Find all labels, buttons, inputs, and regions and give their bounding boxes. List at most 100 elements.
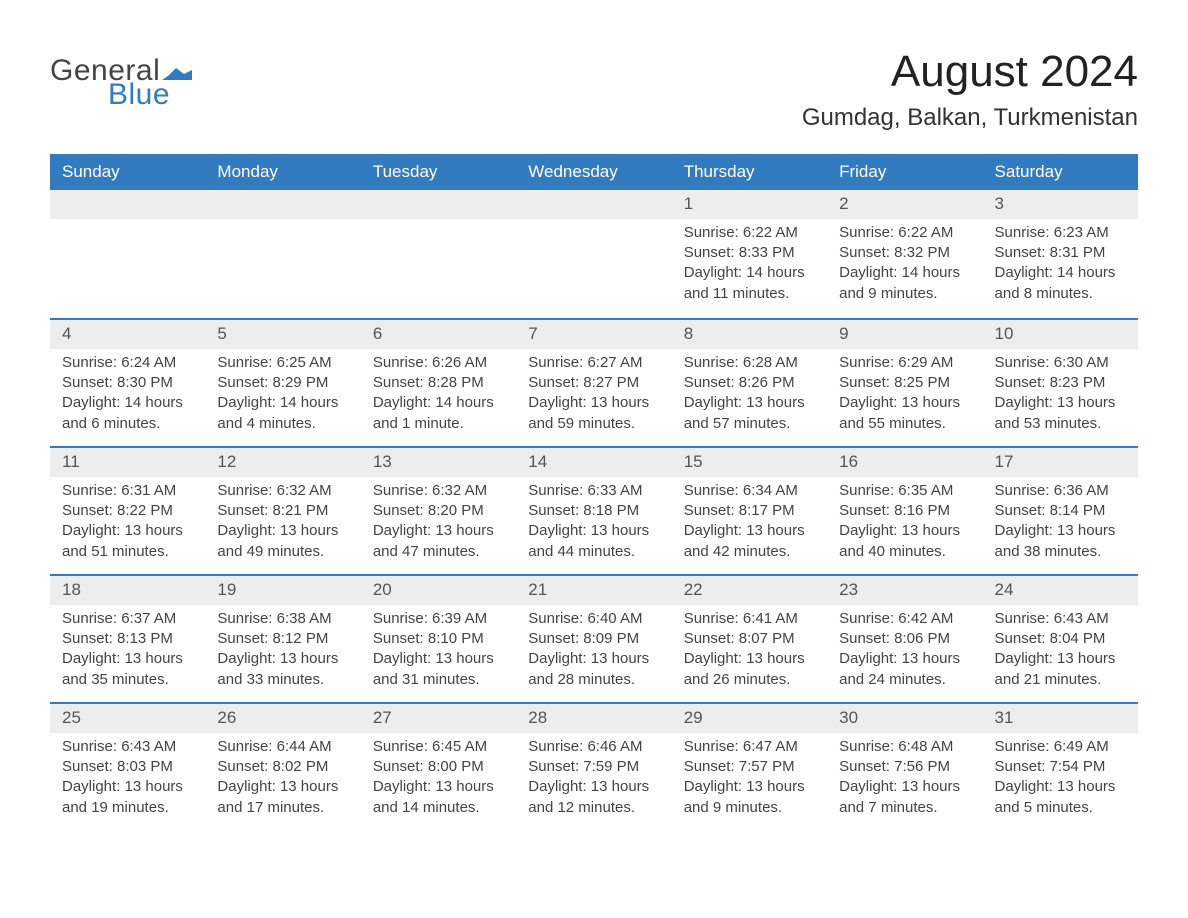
- day-details: Sunrise: 6:44 AMSunset: 8:02 PMDaylight:…: [217, 737, 350, 818]
- day-number: [50, 190, 205, 219]
- day-day1: Daylight: 13 hours: [839, 393, 972, 413]
- day-day2: and 5 minutes.: [995, 798, 1128, 818]
- day-sunset: Sunset: 8:03 PM: [62, 757, 195, 777]
- day-sunset: Sunset: 8:23 PM: [995, 373, 1128, 393]
- day-details: Sunrise: 6:22 AMSunset: 8:33 PMDaylight:…: [684, 223, 817, 304]
- day-number: 5: [205, 320, 360, 349]
- day-sunrise: Sunrise: 6:45 AM: [373, 737, 506, 757]
- day-sunset: Sunset: 8:09 PM: [528, 629, 661, 649]
- day-sunset: Sunset: 8:27 PM: [528, 373, 661, 393]
- day-sunrise: Sunrise: 6:26 AM: [373, 353, 506, 373]
- day-day2: and 38 minutes.: [995, 542, 1128, 562]
- day-day1: Daylight: 13 hours: [839, 521, 972, 541]
- day-details: Sunrise: 6:35 AMSunset: 8:16 PMDaylight:…: [839, 481, 972, 562]
- day-day1: Daylight: 13 hours: [995, 393, 1128, 413]
- day-day1: Daylight: 13 hours: [684, 521, 817, 541]
- day-details: Sunrise: 6:24 AMSunset: 8:30 PMDaylight:…: [62, 353, 195, 434]
- day-number: [205, 190, 360, 219]
- day-number: 25: [50, 704, 205, 733]
- day-cell: 18Sunrise: 6:37 AMSunset: 8:13 PMDayligh…: [50, 576, 205, 702]
- day-details: Sunrise: 6:29 AMSunset: 8:25 PMDaylight:…: [839, 353, 972, 434]
- day-sunset: Sunset: 8:21 PM: [217, 501, 350, 521]
- day-sunset: Sunset: 8:07 PM: [684, 629, 817, 649]
- day-cell: 15 Sunrise: 6:34 AMSunset: 8:17 PMDayligh…: [672, 448, 827, 574]
- day-cell: 12 Sunrise: 6:32 AMSunset: 8:21 PMDayligh…: [205, 448, 360, 574]
- day-day1: Daylight: 13 hours: [217, 649, 350, 669]
- day-day2: and 51 minutes.: [62, 542, 195, 562]
- day-cell: 19Sunrise: 6:38 AMSunset: 8:12 PMDayligh…: [205, 576, 360, 702]
- weekday-header: Monday: [205, 154, 360, 190]
- day-cell: 21Sunrise: 6:40 AMSunset: 8:09 PMDayligh…: [516, 576, 671, 702]
- week-row: 4 Sunrise: 6:24 AMSunset: 8:30 PMDaylight…: [50, 318, 1138, 446]
- day-details: Sunrise: 6:25 AMSunset: 8:29 PMDaylight:…: [217, 353, 350, 434]
- day-sunset: Sunset: 7:59 PM: [528, 757, 661, 777]
- day-sunset: Sunset: 7:56 PM: [839, 757, 972, 777]
- day-sunrise: Sunrise: 6:29 AM: [839, 353, 972, 373]
- day-number: 15: [672, 448, 827, 477]
- day-day2: and 55 minutes.: [839, 414, 972, 434]
- day-number: 8: [672, 320, 827, 349]
- day-day2: and 53 minutes.: [995, 414, 1128, 434]
- day-details: Sunrise: 6:31 AMSunset: 8:22 PMDaylight:…: [62, 481, 195, 562]
- day-sunrise: Sunrise: 6:27 AM: [528, 353, 661, 373]
- day-number: 4: [50, 320, 205, 349]
- day-sunrise: Sunrise: 6:24 AM: [62, 353, 195, 373]
- brand-blue-text: Blue: [108, 80, 192, 110]
- day-day2: and 19 minutes.: [62, 798, 195, 818]
- day-number: 20: [361, 576, 516, 605]
- day-day2: and 12 minutes.: [528, 798, 661, 818]
- day-cell: 10Sunrise: 6:30 AMSunset: 8:23 PMDayligh…: [983, 320, 1138, 446]
- day-details: Sunrise: 6:38 AMSunset: 8:12 PMDaylight:…: [217, 609, 350, 690]
- day-details: Sunrise: 6:34 AMSunset: 8:17 PMDaylight:…: [684, 481, 817, 562]
- day-cell: 6Sunrise: 6:26 AMSunset: 8:28 PMDaylight…: [361, 320, 516, 446]
- day-sunset: Sunset: 8:10 PM: [373, 629, 506, 649]
- day-day1: Daylight: 13 hours: [528, 521, 661, 541]
- day-day1: Daylight: 13 hours: [217, 777, 350, 797]
- day-cell: 2 Sunrise: 6:22 AMSunset: 8:32 PMDaylight…: [827, 190, 982, 318]
- day-sunrise: Sunrise: 6:48 AM: [839, 737, 972, 757]
- day-day1: Daylight: 13 hours: [995, 777, 1128, 797]
- day-number: 28: [516, 704, 671, 733]
- location-subtitle: Gumdag, Balkan, Turkmenistan: [802, 104, 1138, 132]
- day-sunset: Sunset: 8:13 PM: [62, 629, 195, 649]
- day-cell: 24Sunrise: 6:43 AMSunset: 8:04 PMDayligh…: [983, 576, 1138, 702]
- day-details: Sunrise: 6:28 AMSunset: 8:26 PMDaylight:…: [684, 353, 817, 434]
- day-sunset: Sunset: 7:57 PM: [684, 757, 817, 777]
- day-day2: and 57 minutes.: [684, 414, 817, 434]
- day-cell: 1Sunrise: 6:22 AMSunset: 8:33 PMDaylight…: [672, 190, 827, 318]
- day-day2: and 35 minutes.: [62, 670, 195, 690]
- weekday-header: Saturday: [983, 154, 1138, 190]
- day-sunrise: Sunrise: 6:34 AM: [684, 481, 817, 501]
- day-cell: [361, 190, 516, 318]
- day-cell: [516, 190, 671, 318]
- day-cell: 8 Sunrise: 6:28 AMSunset: 8:26 PMDaylight…: [672, 320, 827, 446]
- day-cell: 17Sunrise: 6:36 AMSunset: 8:14 PMDayligh…: [983, 448, 1138, 574]
- day-details: Sunrise: 6:22 AMSunset: 8:32 PMDaylight:…: [839, 223, 972, 304]
- day-day2: and 7 minutes.: [839, 798, 972, 818]
- day-number: 16: [827, 448, 982, 477]
- week-row: 1Sunrise: 6:22 AMSunset: 8:33 PMDaylight…: [50, 190, 1138, 318]
- day-number: 2: [827, 190, 982, 219]
- day-details: Sunrise: 6:43 AMSunset: 8:03 PMDaylight:…: [62, 737, 195, 818]
- day-day1: Daylight: 13 hours: [373, 649, 506, 669]
- day-day2: and 42 minutes.: [684, 542, 817, 562]
- day-day2: and 47 minutes.: [373, 542, 506, 562]
- day-details: Sunrise: 6:23 AMSunset: 8:31 PMDaylight:…: [995, 223, 1128, 304]
- day-details: Sunrise: 6:37 AMSunset: 8:13 PMDaylight:…: [62, 609, 195, 690]
- day-details: Sunrise: 6:32 AMSunset: 8:21 PMDaylight:…: [217, 481, 350, 562]
- day-number: 12: [205, 448, 360, 477]
- day-sunrise: Sunrise: 6:25 AM: [217, 353, 350, 373]
- week-row: 25 Sunrise: 6:43 AMSunset: 8:03 PMDayligh…: [50, 702, 1138, 830]
- day-details: Sunrise: 6:43 AMSunset: 8:04 PMDaylight:…: [995, 609, 1128, 690]
- day-details: Sunrise: 6:41 AMSunset: 8:07 PMDaylight:…: [684, 609, 817, 690]
- day-day1: Daylight: 14 hours: [684, 263, 817, 283]
- day-cell: 29Sunrise: 6:47 AMSunset: 7:57 PMDayligh…: [672, 704, 827, 830]
- day-sunrise: Sunrise: 6:30 AM: [995, 353, 1128, 373]
- day-sunset: Sunset: 8:16 PM: [839, 501, 972, 521]
- day-details: Sunrise: 6:32 AMSunset: 8:20 PMDaylight:…: [373, 481, 506, 562]
- day-number: 22: [672, 576, 827, 605]
- day-cell: 23Sunrise: 6:42 AMSunset: 8:06 PMDayligh…: [827, 576, 982, 702]
- day-number: 30: [827, 704, 982, 733]
- day-day2: and 21 minutes.: [995, 670, 1128, 690]
- day-day2: and 17 minutes.: [217, 798, 350, 818]
